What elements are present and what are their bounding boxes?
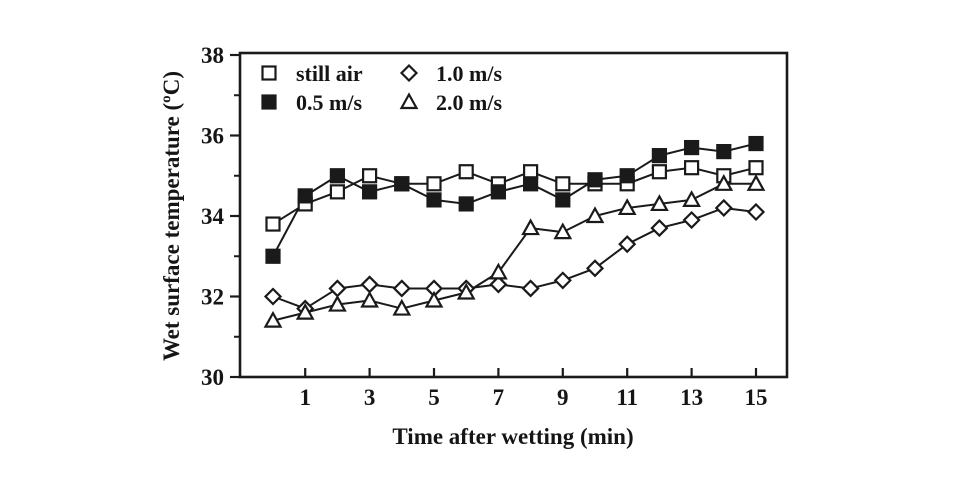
legend-marker-0-5-m-s <box>261 94 277 110</box>
y-tick-label: 32 <box>201 285 224 310</box>
data-point-still-air <box>426 176 442 192</box>
x-tick-label: 5 <box>428 385 440 410</box>
data-point-1-0-m-s <box>392 279 411 298</box>
series-line-1-0-m-s <box>272 206 757 310</box>
data-point-0-5-m-s <box>329 168 345 184</box>
x-tick-label: 15 <box>745 385 768 410</box>
data-point-2-0-m-s <box>521 218 540 236</box>
series-line-still-air <box>272 166 757 225</box>
data-point-still-air <box>362 168 378 184</box>
data-point-0-5-m-s <box>619 168 635 184</box>
data-point-0-5-m-s <box>265 248 281 264</box>
data-point-1-0-m-s <box>650 219 669 238</box>
legend-marker-1-0-m-s <box>399 63 419 83</box>
data-point-2-0-m-s <box>617 198 637 216</box>
x-tick-label: 7 <box>493 385 505 410</box>
data-point-1-0-m-s <box>263 287 283 306</box>
series-line-0-5-m-s <box>272 142 757 257</box>
data-point-2-0-m-s <box>585 206 605 224</box>
data-point-2-0-m-s <box>328 294 347 312</box>
data-point-1-0-m-s <box>746 202 766 222</box>
data-point-0-5-m-s <box>297 188 313 204</box>
data-point-1-0-m-s <box>618 235 637 254</box>
data-point-0-5-m-s <box>522 176 539 192</box>
x-axis-label: Time after wetting (min) <box>392 424 633 449</box>
data-point-still-air <box>748 160 764 176</box>
data-point-1-0-m-s <box>360 275 379 294</box>
data-point-still-air <box>651 164 668 180</box>
data-point-2-0-m-s <box>714 174 734 191</box>
data-point-0-5-m-s <box>394 176 410 192</box>
data-point-still-air <box>683 160 700 176</box>
data-point-2-0-m-s <box>295 302 315 320</box>
data-point-0-5-m-s <box>683 139 700 156</box>
data-point-0-5-m-s <box>362 184 378 200</box>
x-tick-label: 3 <box>364 385 376 410</box>
y-tick-label: 36 <box>201 124 224 149</box>
data-point-2-0-m-s <box>424 290 444 308</box>
legend-label-2-0-m-s: 2.0 m/s <box>436 90 502 115</box>
data-point-0-5-m-s <box>716 144 732 160</box>
data-point-1-0-m-s <box>489 275 508 294</box>
x-tick-label: 1 <box>299 385 311 410</box>
x-tick-label: 11 <box>616 385 638 410</box>
x-tick-label: 9 <box>557 385 569 410</box>
data-point-0-5-m-s <box>748 135 764 152</box>
x-tick-label: 13 <box>680 385 703 410</box>
data-point-0-5-m-s <box>490 184 506 200</box>
y-tick-label: 30 <box>201 365 224 390</box>
legend-label-still-air: still air <box>296 61 363 86</box>
legend-label-0-5-m-s: 0.5 m/s <box>296 90 362 115</box>
data-point-2-0-m-s <box>392 298 412 316</box>
data-point-still-air <box>265 216 281 232</box>
data-point-still-air <box>329 184 345 200</box>
data-point-2-0-m-s <box>456 282 476 300</box>
data-point-2-0-m-s <box>682 190 701 207</box>
data-point-2-0-m-s <box>489 262 508 280</box>
data-point-2-0-m-s <box>650 194 669 212</box>
legend-marker-2-0-m-s <box>399 92 419 110</box>
data-point-1-0-m-s <box>328 279 347 298</box>
data-point-2-0-m-s <box>746 174 766 191</box>
data-point-1-0-m-s <box>682 210 701 230</box>
data-point-still-air <box>458 164 474 180</box>
data-point-2-0-m-s <box>553 222 573 240</box>
data-point-0-5-m-s <box>555 192 571 208</box>
data-point-still-air <box>555 176 571 192</box>
data-point-1-0-m-s <box>553 271 572 290</box>
y-tick-label: 34 <box>201 204 225 229</box>
data-point-1-0-m-s <box>521 279 540 298</box>
data-point-0-5-m-s <box>651 148 668 164</box>
y-axis-label: Wet surface temperature (ºC) <box>159 71 184 361</box>
data-point-0-5-m-s <box>587 172 603 188</box>
data-point-2-0-m-s <box>263 310 283 328</box>
legend-label-1-0-m-s: 1.0 m/s <box>436 61 502 86</box>
y-tick-label: 38 <box>201 43 224 68</box>
data-point-0-5-m-s <box>426 192 442 208</box>
series-line-2-0-m-s <box>272 182 756 322</box>
legend-marker-still-air <box>261 65 277 81</box>
data-point-2-0-m-s <box>360 290 379 308</box>
data-point-0-5-m-s <box>458 196 474 212</box>
data-point-1-0-m-s <box>714 198 733 218</box>
data-point-1-0-m-s <box>585 259 605 278</box>
